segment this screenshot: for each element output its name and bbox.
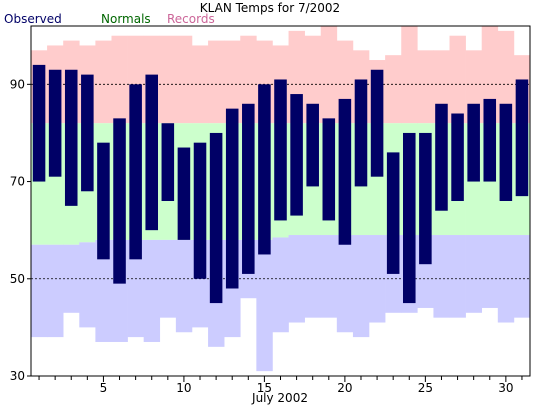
record-low-band [79,242,96,328]
record-low-band [127,239,144,338]
observed-bar [290,94,303,216]
record-low-band [272,237,289,333]
x-tick-label: 30 [498,381,513,395]
observed-bar [242,103,255,274]
legend-observed: Observed [4,12,62,26]
x-axis-label: July 2002 [251,391,308,405]
record-low-band [497,235,515,323]
x-tick-label: 10 [176,381,191,395]
record-high-band [159,35,177,124]
record-low-band [143,239,161,342]
x-tick-label: 20 [337,381,352,395]
observed-bar [48,69,62,177]
record-high-band [240,35,257,124]
observed-bar [81,74,94,192]
record-low-band [352,235,370,338]
observed-bar [515,79,529,197]
x-tick-label: 15 [257,381,272,395]
record-high-band [304,35,322,124]
observed-bar [370,69,384,177]
observed-bar [338,98,352,245]
observed-bar [145,74,159,231]
legend-normals: Normals [101,12,151,26]
x-tick-label: 5 [100,381,108,395]
record-low-band [481,235,499,308]
observed-bar [354,79,368,187]
record-low-band [336,235,354,333]
y-tick-label: 30 [10,369,25,383]
record-low-band [465,235,483,313]
record-low-band [47,244,64,338]
observed-bar [193,142,207,279]
record-low-band [304,235,322,318]
record-high-band [449,35,466,124]
record-high-band [208,40,225,124]
record-high-band [385,55,402,124]
record-high-band [175,35,193,124]
observed-bar [435,103,448,211]
observed-bar [499,103,513,201]
x-tick-label: 25 [418,381,433,395]
observed-bar [209,132,223,304]
plot-area: 5 10 15 20 25 30 30 50 70 90 [10,25,531,395]
record-low-band [31,244,48,338]
observed-bar [32,64,46,182]
observed-bar [419,132,432,265]
observed-bar [225,108,239,289]
record-low-band [95,239,112,342]
record-low-band [369,235,386,323]
record-low-band [320,235,338,318]
record-low-band [433,235,450,318]
observed-bar [483,98,497,182]
observed-bar [451,113,464,201]
record-low-band [256,239,273,372]
legend-records: Records [167,12,215,26]
record-high-band [111,35,128,124]
y-tick-label: 70 [10,175,25,189]
observed-bar [322,118,336,221]
observed-bar [97,142,110,260]
record-low-band [449,235,466,318]
y-tick-label: 50 [10,272,25,286]
observed-bar [274,79,287,221]
record-low-band [175,239,193,333]
observed-bar [161,123,175,201]
y-tick-label: 90 [10,77,25,91]
observed-bar [306,103,319,187]
record-high-band [320,26,338,124]
observed-bar [177,147,191,240]
observed-bar [258,84,271,255]
record-low-band [513,235,531,318]
observed-bar [129,84,142,260]
record-high-band [224,40,241,124]
record-high-band [417,50,434,124]
observed-bar [467,103,480,182]
observed-bar [386,152,400,274]
observed-bar [64,69,78,206]
record-high-band [401,26,418,124]
record-high-band [95,40,112,124]
observed-bar [402,132,416,304]
observed-bar [113,118,126,284]
chart-title: KLAN Temps for 7/2002 [200,1,340,15]
record-high-band [497,30,515,124]
